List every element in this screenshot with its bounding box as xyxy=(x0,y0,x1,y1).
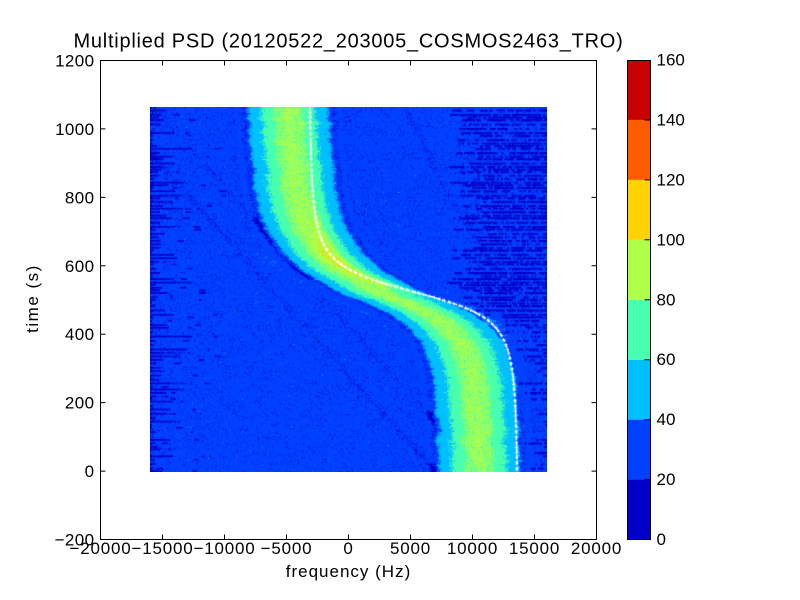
svg-text:0: 0 xyxy=(657,530,666,549)
svg-text:0: 0 xyxy=(343,539,353,558)
svg-text:frequency (Hz): frequency (Hz) xyxy=(286,562,411,581)
svg-text:−200: −200 xyxy=(55,531,95,550)
svg-text:10000: 10000 xyxy=(447,539,498,558)
svg-text:20: 20 xyxy=(657,470,676,489)
svg-text:40: 40 xyxy=(657,410,676,429)
svg-text:−15000: −15000 xyxy=(131,539,193,558)
svg-text:100: 100 xyxy=(657,230,685,249)
svg-text:−5000: −5000 xyxy=(261,539,313,558)
svg-text:−10000: −10000 xyxy=(193,539,255,558)
svg-text:1200: 1200 xyxy=(55,52,94,71)
svg-text:Multiplied PSD (20120522_20300: Multiplied PSD (20120522_203005_COSMOS24… xyxy=(74,31,624,53)
svg-text:20000: 20000 xyxy=(571,539,622,558)
svg-text:−20000: −20000 xyxy=(69,539,131,558)
svg-text:400: 400 xyxy=(65,325,95,344)
svg-text:80: 80 xyxy=(657,290,676,309)
svg-text:15000: 15000 xyxy=(509,539,560,558)
svg-text:600: 600 xyxy=(65,257,95,276)
svg-text:60: 60 xyxy=(657,350,676,369)
svg-text:time (s): time (s) xyxy=(23,264,42,333)
svg-text:200: 200 xyxy=(65,394,95,413)
svg-text:120: 120 xyxy=(657,170,685,189)
svg-text:140: 140 xyxy=(657,110,685,129)
svg-text:800: 800 xyxy=(65,188,95,207)
svg-text:0: 0 xyxy=(85,462,95,481)
svg-text:160: 160 xyxy=(657,51,685,70)
svg-text:5000: 5000 xyxy=(390,539,431,558)
svg-text:1000: 1000 xyxy=(55,120,94,139)
